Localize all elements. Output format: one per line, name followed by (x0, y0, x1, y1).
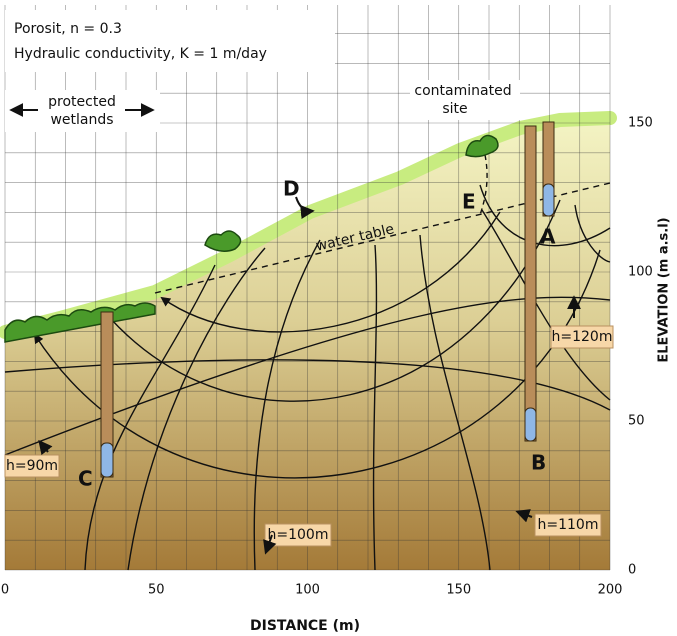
y-tick-label: 0 (628, 563, 636, 578)
info-line: Hydraulic conductivity, K = 1 m/day (14, 46, 267, 62)
y-axis-title: ELEVATION (m a.s.l) (657, 217, 672, 362)
site-label: contaminated (414, 83, 511, 99)
info-line: Porosit, n = 0.3 (14, 21, 122, 37)
head-label: h=100m (268, 527, 329, 543)
head-label: h=90m (6, 458, 58, 474)
x-tick-label: 200 (598, 583, 623, 598)
x-tick-label: 50 (148, 583, 165, 598)
point-label: E (462, 190, 476, 214)
point-label: A (540, 225, 556, 249)
x-tick-label: 0 (1, 583, 9, 598)
boxes (4, 10, 614, 555)
y-tick-label: 50 (628, 414, 645, 429)
ticks: 0 50 100 150 200 0 50 100 150 (1, 116, 653, 598)
point-label: D (283, 177, 300, 201)
y-tick-label: 100 (628, 265, 653, 280)
wetlands-label: protected (48, 94, 116, 110)
x-tick-label: 100 (295, 583, 320, 598)
x-tick-label: 150 (446, 583, 471, 598)
wells (100, 121, 555, 478)
head-label: h=120m (552, 329, 613, 345)
point-label: B (531, 451, 546, 475)
head-label: h=110m (538, 517, 599, 533)
wetlands-label: wetlands (50, 112, 113, 128)
x-axis-title: DISTANCE (m) (250, 618, 360, 634)
site-label: site (442, 101, 467, 117)
y-tick-label: 150 (628, 116, 653, 131)
vegetation (4, 134, 499, 343)
point-label: C (78, 467, 93, 491)
grid (4, 5, 611, 571)
